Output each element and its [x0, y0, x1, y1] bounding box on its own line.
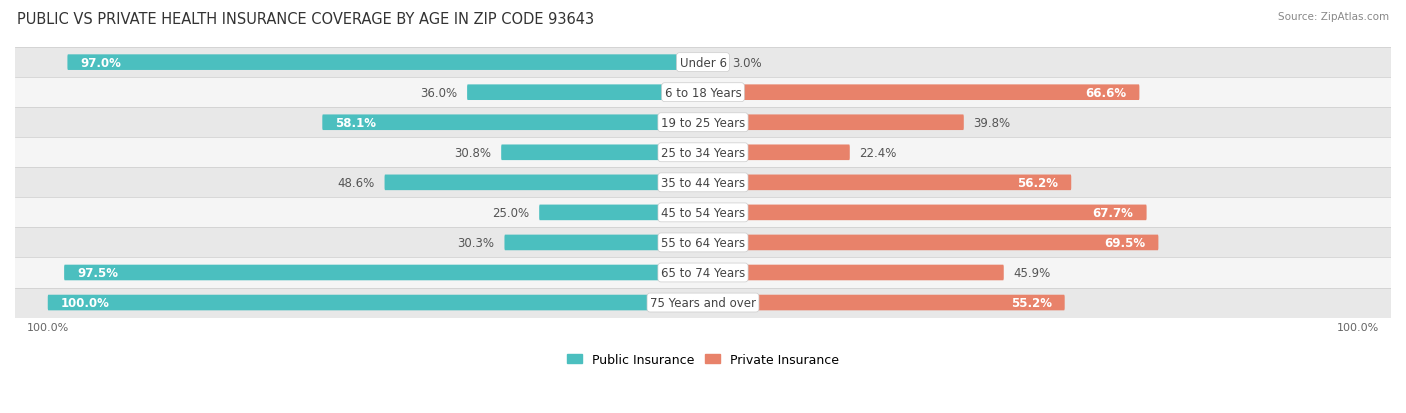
- FancyBboxPatch shape: [67, 55, 703, 71]
- FancyBboxPatch shape: [703, 295, 1064, 311]
- Text: PUBLIC VS PRIVATE HEALTH INSURANCE COVERAGE BY AGE IN ZIP CODE 93643: PUBLIC VS PRIVATE HEALTH INSURANCE COVER…: [17, 12, 593, 27]
- FancyBboxPatch shape: [703, 85, 1139, 101]
- Text: 19 to 25 Years: 19 to 25 Years: [661, 116, 745, 129]
- Bar: [15, 168, 1391, 198]
- Text: 45 to 54 Years: 45 to 54 Years: [661, 206, 745, 219]
- Text: 55 to 64 Years: 55 to 64 Years: [661, 236, 745, 249]
- FancyBboxPatch shape: [703, 175, 1071, 191]
- Text: 39.8%: 39.8%: [973, 116, 1011, 129]
- Text: 65 to 74 Years: 65 to 74 Years: [661, 266, 745, 279]
- Text: 75 Years and over: 75 Years and over: [650, 296, 756, 309]
- Text: 97.0%: 97.0%: [80, 57, 121, 69]
- Text: 35 to 44 Years: 35 to 44 Years: [661, 176, 745, 190]
- Text: 45.9%: 45.9%: [1014, 266, 1050, 279]
- FancyBboxPatch shape: [538, 205, 703, 221]
- FancyBboxPatch shape: [385, 175, 703, 191]
- FancyBboxPatch shape: [501, 145, 703, 161]
- Text: 3.0%: 3.0%: [733, 57, 762, 69]
- Text: 30.8%: 30.8%: [454, 147, 491, 159]
- Text: 100.0%: 100.0%: [60, 296, 110, 309]
- Text: 25 to 34 Years: 25 to 34 Years: [661, 147, 745, 159]
- Text: 25.0%: 25.0%: [492, 206, 530, 219]
- Text: 97.5%: 97.5%: [77, 266, 118, 279]
- Bar: [15, 108, 1391, 138]
- FancyBboxPatch shape: [65, 265, 703, 280]
- Text: 6 to 18 Years: 6 to 18 Years: [665, 86, 741, 100]
- FancyBboxPatch shape: [467, 85, 703, 101]
- FancyBboxPatch shape: [322, 115, 703, 131]
- FancyBboxPatch shape: [703, 235, 1159, 251]
- Text: Source: ZipAtlas.com: Source: ZipAtlas.com: [1278, 12, 1389, 22]
- Text: 36.0%: 36.0%: [420, 86, 457, 100]
- Bar: [15, 138, 1391, 168]
- FancyBboxPatch shape: [48, 295, 703, 311]
- Text: 22.4%: 22.4%: [859, 147, 897, 159]
- Text: 48.6%: 48.6%: [337, 176, 375, 190]
- Bar: [15, 198, 1391, 228]
- Text: Under 6: Under 6: [679, 57, 727, 69]
- Text: 67.7%: 67.7%: [1092, 206, 1133, 219]
- Legend: Public Insurance, Private Insurance: Public Insurance, Private Insurance: [562, 348, 844, 371]
- FancyBboxPatch shape: [703, 265, 1004, 280]
- Text: 69.5%: 69.5%: [1104, 236, 1146, 249]
- Bar: [15, 48, 1391, 78]
- FancyBboxPatch shape: [703, 55, 723, 71]
- FancyBboxPatch shape: [505, 235, 703, 251]
- Text: 66.6%: 66.6%: [1085, 86, 1126, 100]
- FancyBboxPatch shape: [703, 205, 1147, 221]
- Bar: [15, 258, 1391, 288]
- Text: 30.3%: 30.3%: [457, 236, 495, 249]
- Text: 58.1%: 58.1%: [336, 116, 377, 129]
- Text: 56.2%: 56.2%: [1017, 176, 1059, 190]
- FancyBboxPatch shape: [703, 145, 849, 161]
- Bar: [15, 228, 1391, 258]
- Text: 55.2%: 55.2%: [1011, 296, 1052, 309]
- Bar: [15, 288, 1391, 318]
- FancyBboxPatch shape: [703, 115, 963, 131]
- Bar: [15, 78, 1391, 108]
